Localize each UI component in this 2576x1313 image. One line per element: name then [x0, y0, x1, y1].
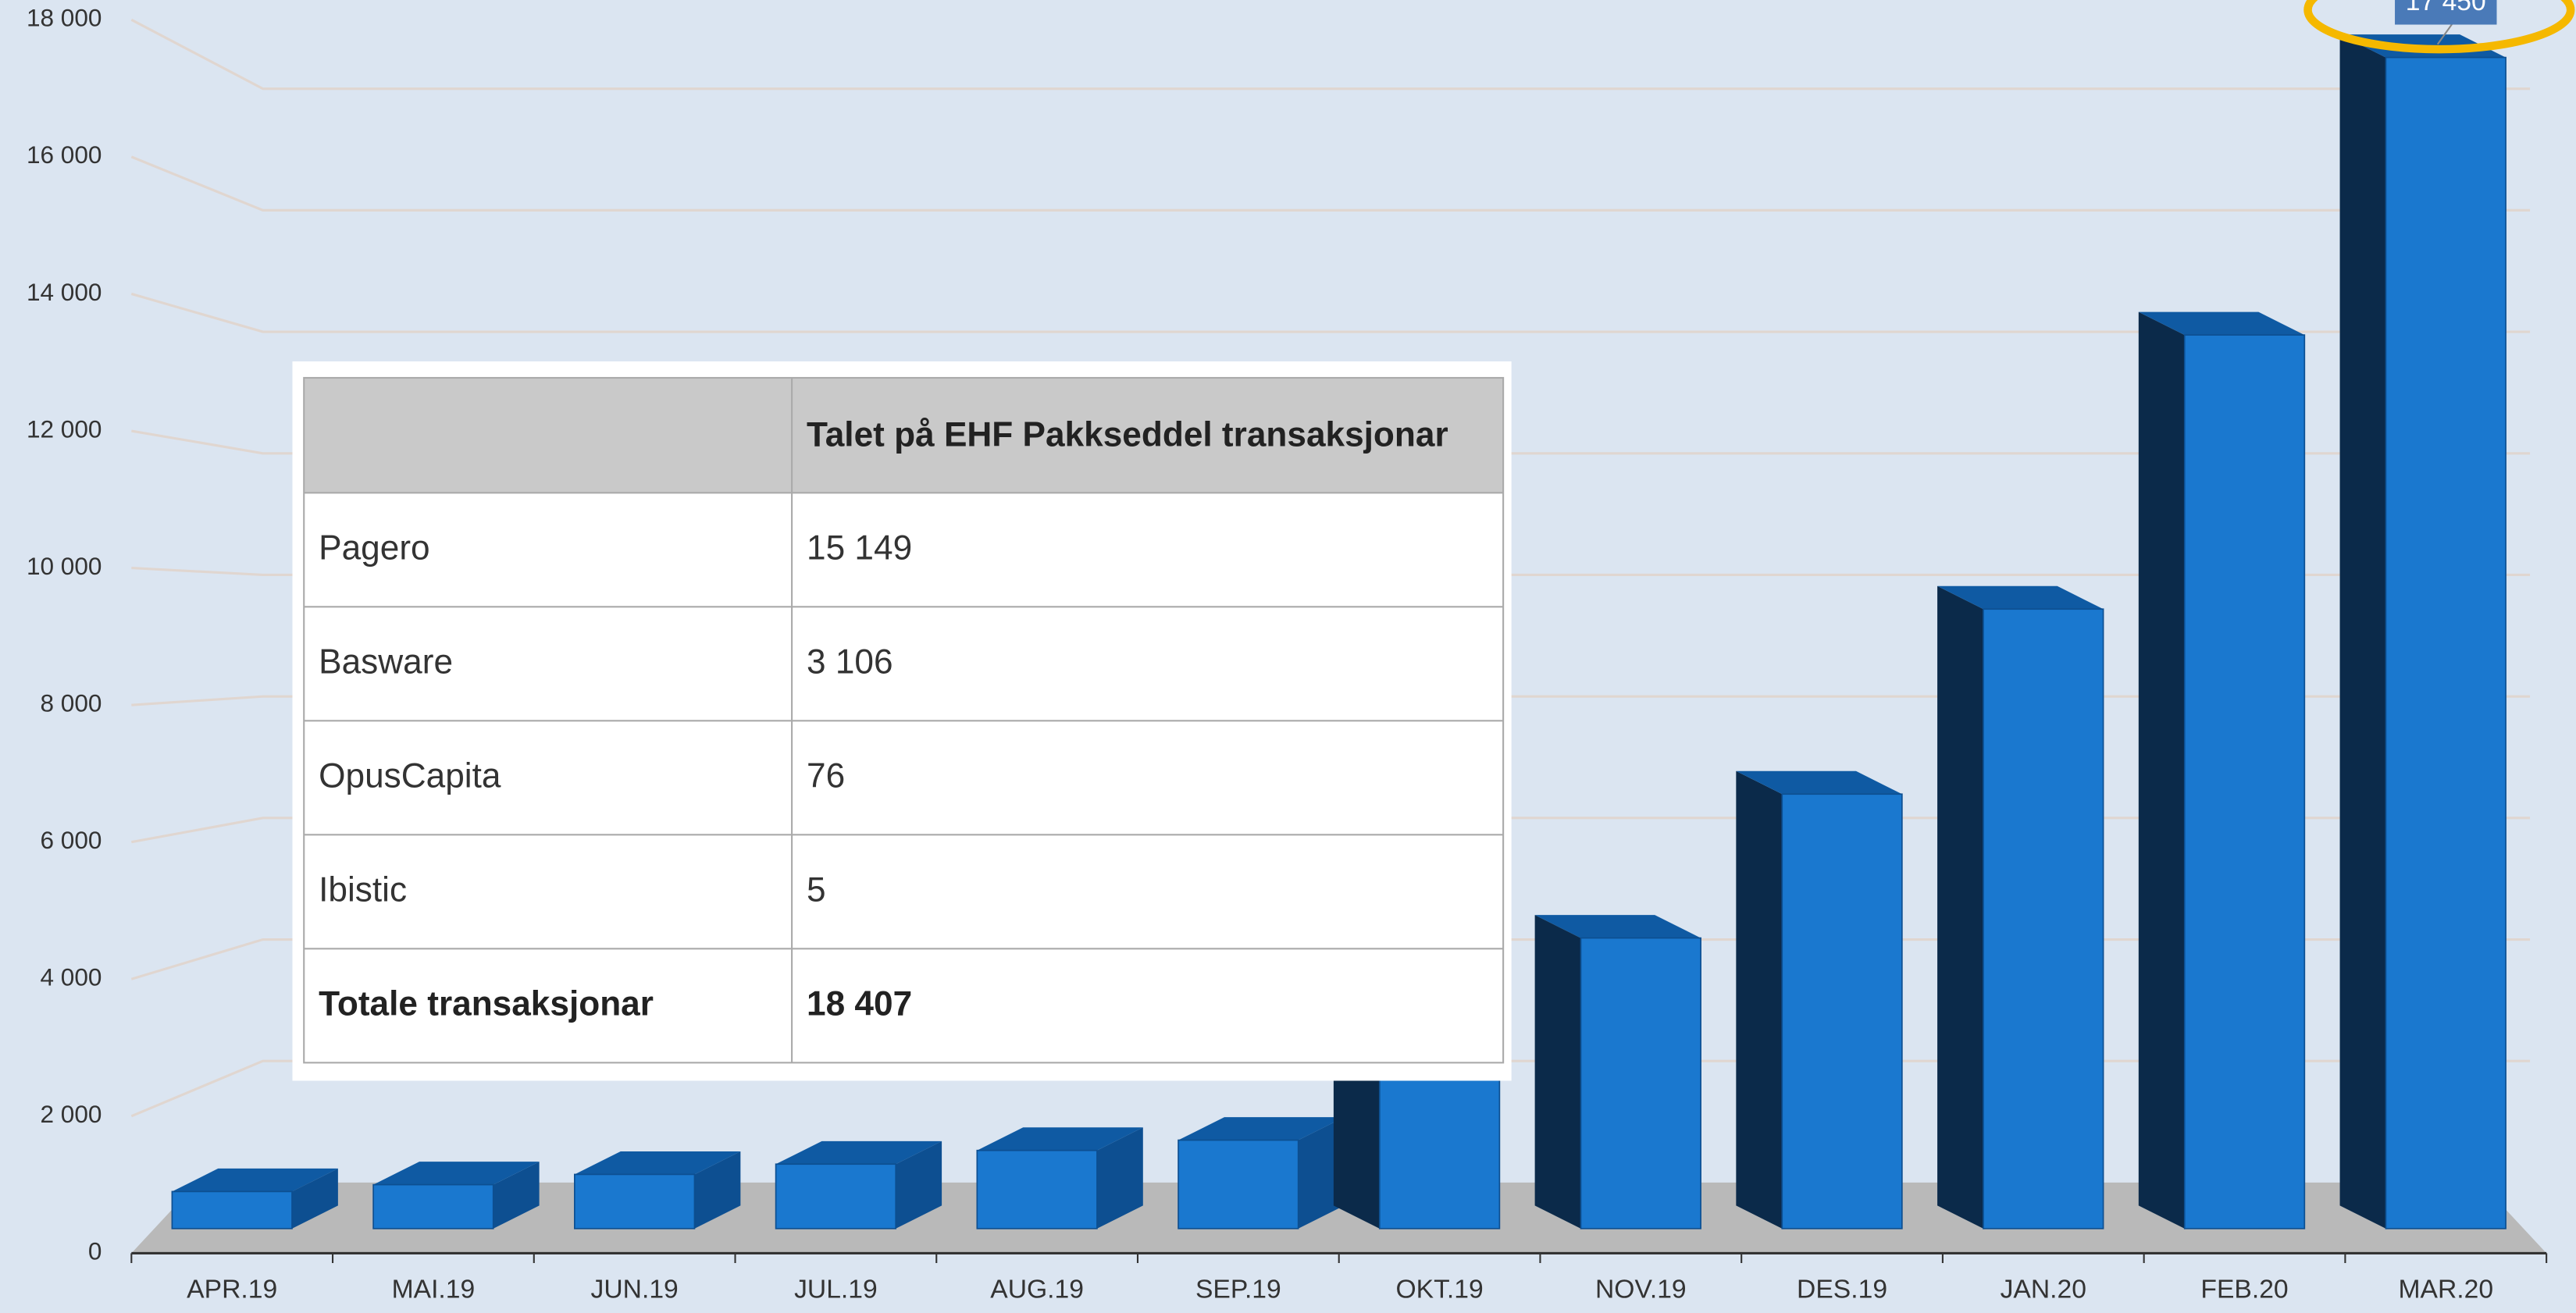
table-header: Talet på EHF Pakkseddel transaksjonar — [807, 415, 1448, 454]
bar-side — [1298, 1117, 1345, 1229]
bar — [2138, 311, 2306, 1229]
bar — [1937, 585, 2104, 1229]
bar — [2339, 34, 2507, 1229]
y-tick-label: 12 000 — [27, 415, 102, 443]
bar-front — [574, 1173, 696, 1229]
y-tick-label: 18 000 — [27, 4, 102, 32]
grid-line — [130, 18, 2531, 91]
x-tick-label: JUN.19 — [591, 1276, 679, 1304]
bar-front — [775, 1163, 897, 1229]
grid-line — [131, 695, 2531, 706]
bar-top — [775, 1140, 942, 1165]
y-tick-label: 10 000 — [27, 552, 102, 580]
bar-front — [171, 1190, 293, 1229]
x-tick-label: APR.19 — [187, 1276, 277, 1304]
table: Talet på EHF Pakkseddel transaksjonar Pa… — [292, 361, 1512, 1081]
bar — [1736, 770, 1903, 1229]
grid-line — [131, 429, 2531, 455]
bar-side — [1534, 915, 1581, 1229]
x-tick-label: JAN.20 — [2001, 1276, 2086, 1304]
bar-front — [1580, 937, 1701, 1229]
bar — [976, 1127, 1143, 1229]
bar-top — [1937, 585, 2104, 610]
grid-line — [130, 292, 2531, 333]
bar — [1178, 1117, 1345, 1229]
table-cell: 3 106 — [807, 643, 893, 681]
y-tick-label: 6 000 — [40, 826, 102, 854]
table-cell: 76 — [807, 757, 845, 795]
bar-side — [1096, 1127, 1143, 1229]
bar-side — [1937, 585, 1983, 1229]
bar-front — [372, 1183, 494, 1229]
table-cell: 15 149 — [807, 529, 912, 568]
bar-side — [291, 1168, 338, 1229]
table-cell: Ibistic — [319, 871, 407, 909]
bar-front — [976, 1149, 1098, 1229]
grid-line — [131, 566, 2531, 577]
x-tick-label: MAR.20 — [2398, 1276, 2493, 1304]
table-cell: Basware — [319, 643, 453, 681]
bar-front — [1983, 608, 2104, 1229]
bar — [1534, 915, 1701, 1229]
x-tick-label: MAI.19 — [392, 1276, 476, 1304]
y-tick-label: 0 — [88, 1237, 102, 1265]
bar-top — [1534, 915, 1701, 938]
label-leader — [2436, 20, 2455, 45]
bar — [372, 1162, 540, 1229]
bar-side — [2339, 34, 2386, 1229]
bar — [775, 1140, 942, 1229]
bar-top — [172, 1168, 338, 1192]
bar-front — [1178, 1139, 1299, 1229]
table-header-bg — [304, 377, 1504, 493]
data-label: 17 450 — [2406, 0, 2486, 16]
bar — [171, 1168, 338, 1229]
y-tick-label: 14 000 — [27, 278, 102, 306]
table-cell: OpusCapita — [319, 757, 501, 795]
bar-front — [1781, 793, 1903, 1229]
table-cell: 5 — [807, 871, 826, 909]
highlight-ring — [2303, 0, 2575, 54]
bar — [574, 1151, 741, 1229]
x-tick-label: JUL.19 — [794, 1276, 878, 1304]
y-tick-label: 2 000 — [40, 1100, 102, 1128]
bar-side — [1736, 770, 1783, 1229]
bar-top — [2138, 311, 2305, 336]
table-total: 18 407 — [807, 985, 912, 1023]
bar-side — [493, 1162, 540, 1229]
y-tick-label: 8 000 — [40, 689, 102, 717]
x-tick-label: DES.19 — [1797, 1276, 1887, 1304]
x-tick-label: SEP.19 — [1195, 1276, 1281, 1304]
bar-side — [1333, 1051, 1380, 1229]
bar-front — [2385, 56, 2507, 1229]
bar-top — [977, 1127, 1143, 1151]
x-tick-label: AUG.19 — [990, 1276, 1084, 1304]
y-tick-label: 16 000 — [27, 141, 102, 169]
table-total: Totale transaksjonar — [319, 985, 654, 1023]
bar-side — [896, 1140, 942, 1229]
bar-front — [2183, 334, 2306, 1229]
table-cell: Pagero — [319, 529, 429, 568]
bar-side — [2138, 311, 2185, 1229]
x-tick-label: OKT.19 — [1395, 1276, 1483, 1304]
bar-top — [574, 1151, 741, 1175]
x-tick-label: FEB.20 — [2200, 1276, 2288, 1304]
y-tick-label: 4 000 — [40, 963, 102, 991]
x-tick-label: NOV.19 — [1595, 1276, 1687, 1304]
bar-top — [1178, 1117, 1345, 1140]
grid-line — [130, 155, 2531, 212]
bar-top — [373, 1162, 540, 1185]
bar-front — [1378, 1074, 1501, 1229]
bar-top — [1736, 770, 1902, 795]
data-label-bg — [2395, 0, 2497, 25]
bar-side — [694, 1151, 741, 1229]
